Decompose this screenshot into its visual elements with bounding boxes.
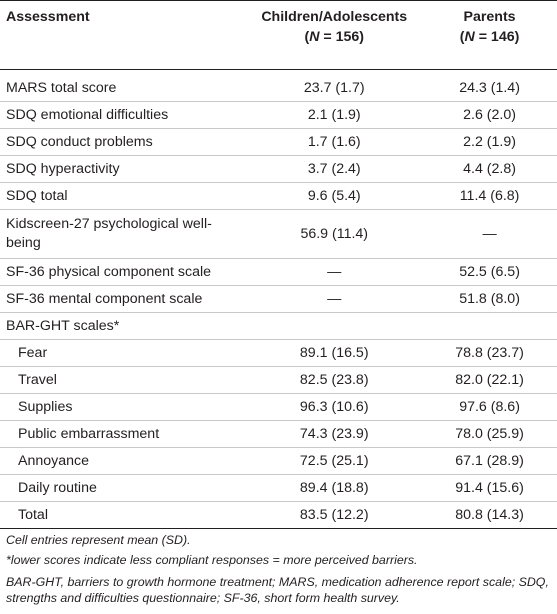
table-row: SF-36 physical component scale — 52.5 (6… <box>0 258 557 286</box>
header-children-n: (N = 156) <box>304 29 365 45</box>
header-parents-n: (N = 146) <box>459 29 520 45</box>
parents-value: 11.4 (6.8) <box>422 182 557 210</box>
table-row: SDQ hyperactivity 3.7 (2.4) 4.4 (2.8) <box>0 155 557 183</box>
row-label: SDQ hyperactivity <box>0 155 247 183</box>
footnote-abbreviations: BAR-GHT, barriers to growth hormone trea… <box>6 575 549 605</box>
parents-value: 4.4 (2.8) <box>422 155 557 183</box>
row-label: Fear <box>0 339 247 367</box>
row-label: Travel <box>0 366 247 394</box>
parents-value: 91.4 (15.6) <box>422 474 557 502</box>
header-parents-label: Parents <box>463 9 516 25</box>
row-label: SDQ total <box>0 182 247 210</box>
table-footnotes: Cell entries represent mean (SD). *lower… <box>6 532 554 610</box>
parents-value: 78.0 (25.9) <box>422 420 557 448</box>
row-label: BAR-GHT scales* <box>0 312 247 340</box>
parents-value: 67.1 (28.9) <box>422 447 557 475</box>
table-row: SDQ total 9.6 (5.4) 11.4 (6.8) <box>0 182 557 210</box>
parents-value: 80.8 (14.3) <box>422 501 557 529</box>
children-value: 82.5 (23.8) <box>246 366 423 394</box>
parents-value: 2.6 (2.0) <box>422 101 557 129</box>
children-value <box>246 312 423 340</box>
children-value: 23.7 (1.7) <box>246 69 423 102</box>
header-assessment: Assessment <box>0 0 247 70</box>
row-label: Public embarrassment <box>0 420 247 448</box>
parents-value: 78.8 (23.7) <box>422 339 557 367</box>
table-row: Kidscreen-27 psychological well-being 56… <box>0 209 557 259</box>
row-label: MARS total score <box>0 69 247 102</box>
children-value: 74.3 (23.9) <box>246 420 423 448</box>
children-value: 1.7 (1.6) <box>246 128 423 156</box>
header-parents: Parents (N = 146) <box>422 0 557 70</box>
row-label: SDQ emotional difficulties <box>0 101 247 129</box>
footnote-cell-entries: Cell entries represent mean (SD). <box>6 533 191 547</box>
parents-value: 24.3 (1.4) <box>422 69 557 102</box>
row-label: Daily routine <box>0 474 247 502</box>
row-label: SDQ conduct problems <box>0 128 247 156</box>
children-value: 2.1 (1.9) <box>246 101 423 129</box>
parents-value <box>422 312 557 340</box>
children-value: 89.4 (18.8) <box>246 474 423 502</box>
parents-value: 52.5 (6.5) <box>422 258 557 286</box>
table-row: Public embarrassment 74.3 (23.9) 78.0 (2… <box>0 420 557 448</box>
parents-value: 51.8 (8.0) <box>422 285 557 313</box>
table-row: Fear 89.1 (16.5) 78.8 (23.7) <box>0 339 557 367</box>
row-label: Annoyance <box>0 447 247 475</box>
table-row: SDQ conduct problems 1.7 (1.6) 2.2 (1.9) <box>0 128 557 156</box>
children-value: 89.1 (16.5) <box>246 339 423 367</box>
table-row: SF-36 mental component scale — 51.8 (8.0… <box>0 285 557 313</box>
children-value: — <box>246 258 423 286</box>
parents-value: 2.2 (1.9) <box>422 128 557 156</box>
children-value: 9.6 (5.4) <box>246 182 423 210</box>
children-value: 56.9 (11.4) <box>246 209 423 259</box>
results-table: Assessment Children/Adolescents (N = 156… <box>0 0 557 529</box>
table-row: Daily routine 89.4 (18.8) 91.4 (15.6) <box>0 474 557 502</box>
header-children-label: Children/Adolescents <box>261 9 408 25</box>
table-row: MARS total score 23.7 (1.7) 24.3 (1.4) <box>0 69 557 102</box>
row-label: Kidscreen-27 psychological well-being <box>0 209 247 259</box>
header-children: Children/Adolescents (N = 156) <box>246 0 423 70</box>
table-row: Total 83.5 (12.2) 80.8 (14.3) <box>0 501 557 529</box>
row-label: SF-36 physical component scale <box>0 258 247 286</box>
parents-value: 97.6 (8.6) <box>422 393 557 421</box>
parents-value: 82.0 (22.1) <box>422 366 557 394</box>
children-value: 72.5 (25.1) <box>246 447 423 475</box>
children-value: 3.7 (2.4) <box>246 155 423 183</box>
table-header-row: Assessment Children/Adolescents (N = 156… <box>0 0 557 70</box>
table-row: Travel 82.5 (23.8) 82.0 (22.1) <box>0 366 557 394</box>
footnote-lower-scores: *lower scores indicate less compliant re… <box>6 553 418 567</box>
row-label: Total <box>0 501 247 529</box>
table-row: BAR-GHT scales* <box>0 312 557 340</box>
table-row: Annoyance 72.5 (25.1) 67.1 (28.9) <box>0 447 557 475</box>
row-label: Supplies <box>0 393 247 421</box>
parents-value: — <box>422 209 557 259</box>
table-row: SDQ emotional difficulties 2.1 (1.9) 2.6… <box>0 101 557 129</box>
children-value: 96.3 (10.6) <box>246 393 423 421</box>
row-label: SF-36 mental component scale <box>0 285 247 313</box>
children-value: 83.5 (12.2) <box>246 501 423 529</box>
children-value: — <box>246 285 423 313</box>
table-row: Supplies 96.3 (10.6) 97.6 (8.6) <box>0 393 557 421</box>
